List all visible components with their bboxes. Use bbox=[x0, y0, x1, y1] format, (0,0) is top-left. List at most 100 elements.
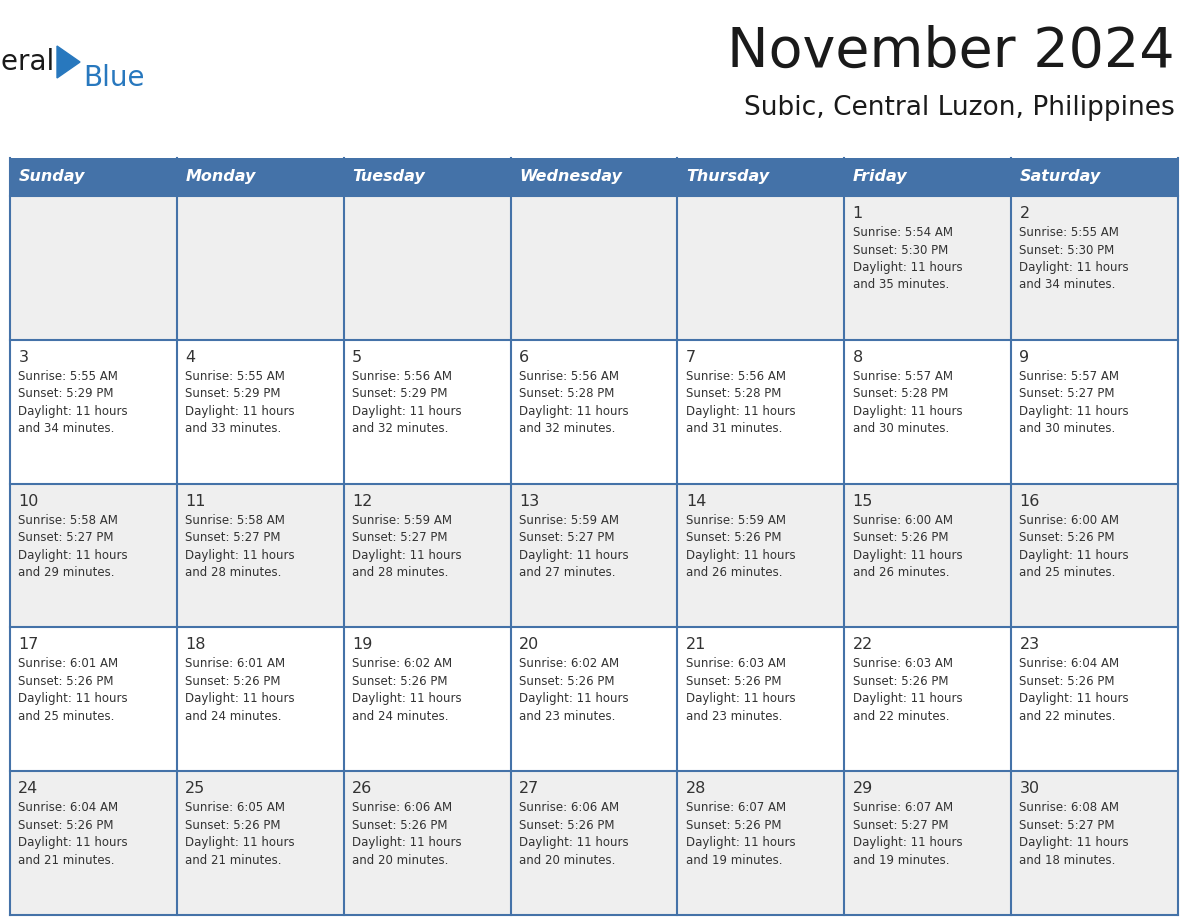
Text: Daylight: 11 hours: Daylight: 11 hours bbox=[1019, 405, 1129, 418]
Text: Sunset: 5:27 PM: Sunset: 5:27 PM bbox=[185, 532, 280, 544]
Bar bbox=[10, 771, 1178, 915]
Text: and 34 minutes.: and 34 minutes. bbox=[18, 422, 115, 435]
Text: Daylight: 11 hours: Daylight: 11 hours bbox=[185, 549, 295, 562]
Text: and 21 minutes.: and 21 minutes. bbox=[18, 854, 115, 867]
Text: Sunrise: 6:03 AM: Sunrise: 6:03 AM bbox=[685, 657, 785, 670]
Text: November 2024: November 2024 bbox=[727, 25, 1175, 79]
Text: Sunset: 5:29 PM: Sunset: 5:29 PM bbox=[185, 387, 280, 400]
Text: 17: 17 bbox=[18, 637, 39, 653]
Text: Sunset: 5:26 PM: Sunset: 5:26 PM bbox=[685, 532, 782, 544]
Text: Sunrise: 5:59 AM: Sunrise: 5:59 AM bbox=[519, 513, 619, 527]
Bar bbox=[677, 158, 845, 196]
Text: and 25 minutes.: and 25 minutes. bbox=[1019, 566, 1116, 579]
Text: Sunset: 5:26 PM: Sunset: 5:26 PM bbox=[685, 675, 782, 688]
Bar bbox=[177, 158, 343, 196]
Text: Sunrise: 5:55 AM: Sunrise: 5:55 AM bbox=[1019, 226, 1119, 239]
Text: 24: 24 bbox=[18, 781, 38, 796]
Text: Daylight: 11 hours: Daylight: 11 hours bbox=[853, 405, 962, 418]
Text: 20: 20 bbox=[519, 637, 539, 653]
Text: Sunrise: 5:56 AM: Sunrise: 5:56 AM bbox=[685, 370, 785, 383]
Text: Sunrise: 6:03 AM: Sunrise: 6:03 AM bbox=[853, 657, 953, 670]
Text: 18: 18 bbox=[185, 637, 206, 653]
Text: and 20 minutes.: and 20 minutes. bbox=[519, 854, 615, 867]
Text: Sunset: 5:26 PM: Sunset: 5:26 PM bbox=[1019, 532, 1116, 544]
Text: Daylight: 11 hours: Daylight: 11 hours bbox=[853, 836, 962, 849]
Text: Sunset: 5:26 PM: Sunset: 5:26 PM bbox=[853, 675, 948, 688]
Text: 3: 3 bbox=[18, 350, 29, 364]
Bar bbox=[10, 196, 1178, 340]
Text: Sunrise: 5:59 AM: Sunrise: 5:59 AM bbox=[352, 513, 453, 527]
Text: Sunset: 5:27 PM: Sunset: 5:27 PM bbox=[1019, 387, 1116, 400]
Text: and 22 minutes.: and 22 minutes. bbox=[853, 710, 949, 722]
Text: and 24 minutes.: and 24 minutes. bbox=[185, 710, 282, 722]
Text: Daylight: 11 hours: Daylight: 11 hours bbox=[18, 692, 128, 705]
Text: 14: 14 bbox=[685, 494, 706, 509]
Text: Sunrise: 6:06 AM: Sunrise: 6:06 AM bbox=[352, 801, 453, 814]
Text: Sunrise: 5:56 AM: Sunrise: 5:56 AM bbox=[352, 370, 453, 383]
Text: and 30 minutes.: and 30 minutes. bbox=[1019, 422, 1116, 435]
Text: Daylight: 11 hours: Daylight: 11 hours bbox=[853, 549, 962, 562]
Text: and 18 minutes.: and 18 minutes. bbox=[1019, 854, 1116, 867]
Text: Daylight: 11 hours: Daylight: 11 hours bbox=[352, 836, 462, 849]
Text: Daylight: 11 hours: Daylight: 11 hours bbox=[1019, 261, 1129, 274]
Bar bbox=[845, 158, 1011, 196]
Text: Sunset: 5:26 PM: Sunset: 5:26 PM bbox=[352, 819, 448, 832]
Text: 8: 8 bbox=[853, 350, 862, 364]
Text: 27: 27 bbox=[519, 781, 539, 796]
Text: and 19 minutes.: and 19 minutes. bbox=[685, 854, 782, 867]
Text: Sunrise: 5:58 AM: Sunrise: 5:58 AM bbox=[185, 513, 285, 527]
Text: Sunset: 5:26 PM: Sunset: 5:26 PM bbox=[352, 675, 448, 688]
Text: Daylight: 11 hours: Daylight: 11 hours bbox=[185, 405, 295, 418]
Text: and 23 minutes.: and 23 minutes. bbox=[519, 710, 615, 722]
Text: Sunset: 5:28 PM: Sunset: 5:28 PM bbox=[519, 387, 614, 400]
Text: and 32 minutes.: and 32 minutes. bbox=[352, 422, 448, 435]
Text: Daylight: 11 hours: Daylight: 11 hours bbox=[519, 405, 628, 418]
Text: Sunrise: 6:06 AM: Sunrise: 6:06 AM bbox=[519, 801, 619, 814]
Text: Sunrise: 6:08 AM: Sunrise: 6:08 AM bbox=[1019, 801, 1119, 814]
Text: 2: 2 bbox=[1019, 206, 1030, 221]
Text: Daylight: 11 hours: Daylight: 11 hours bbox=[685, 549, 796, 562]
Text: and 25 minutes.: and 25 minutes. bbox=[18, 710, 115, 722]
Text: 16: 16 bbox=[1019, 494, 1040, 509]
Text: 1: 1 bbox=[853, 206, 862, 221]
Text: Sunset: 5:30 PM: Sunset: 5:30 PM bbox=[853, 243, 948, 256]
Text: Sunset: 5:26 PM: Sunset: 5:26 PM bbox=[185, 819, 280, 832]
Text: Tuesday: Tuesday bbox=[352, 170, 425, 185]
Text: and 27 minutes.: and 27 minutes. bbox=[519, 566, 615, 579]
Text: Sunday: Sunday bbox=[18, 170, 84, 185]
Text: Sunrise: 6:02 AM: Sunrise: 6:02 AM bbox=[352, 657, 453, 670]
Text: Daylight: 11 hours: Daylight: 11 hours bbox=[18, 836, 128, 849]
Text: Daylight: 11 hours: Daylight: 11 hours bbox=[519, 549, 628, 562]
Text: Daylight: 11 hours: Daylight: 11 hours bbox=[685, 836, 796, 849]
Text: Sunset: 5:28 PM: Sunset: 5:28 PM bbox=[853, 387, 948, 400]
Bar bbox=[10, 340, 1178, 484]
Text: Sunset: 5:26 PM: Sunset: 5:26 PM bbox=[18, 675, 114, 688]
Text: 21: 21 bbox=[685, 637, 706, 653]
Text: Sunrise: 5:58 AM: Sunrise: 5:58 AM bbox=[18, 513, 119, 527]
Text: Sunrise: 6:07 AM: Sunrise: 6:07 AM bbox=[685, 801, 786, 814]
Text: Sunrise: 6:01 AM: Sunrise: 6:01 AM bbox=[185, 657, 285, 670]
Text: Sunset: 5:27 PM: Sunset: 5:27 PM bbox=[1019, 819, 1116, 832]
Text: and 28 minutes.: and 28 minutes. bbox=[185, 566, 282, 579]
Text: Sunrise: 5:57 AM: Sunrise: 5:57 AM bbox=[1019, 370, 1119, 383]
Text: Sunrise: 6:00 AM: Sunrise: 6:00 AM bbox=[1019, 513, 1119, 527]
Text: Sunset: 5:26 PM: Sunset: 5:26 PM bbox=[519, 819, 614, 832]
Text: 22: 22 bbox=[853, 637, 873, 653]
Text: Daylight: 11 hours: Daylight: 11 hours bbox=[853, 692, 962, 705]
Bar bbox=[10, 627, 1178, 771]
Text: and 32 minutes.: and 32 minutes. bbox=[519, 422, 615, 435]
Bar bbox=[10, 484, 1178, 627]
Text: Daylight: 11 hours: Daylight: 11 hours bbox=[519, 692, 628, 705]
Text: Sunrise: 6:07 AM: Sunrise: 6:07 AM bbox=[853, 801, 953, 814]
Text: Daylight: 11 hours: Daylight: 11 hours bbox=[853, 261, 962, 274]
Text: Sunset: 5:26 PM: Sunset: 5:26 PM bbox=[185, 675, 280, 688]
Text: Sunrise: 6:00 AM: Sunrise: 6:00 AM bbox=[853, 513, 953, 527]
Text: Daylight: 11 hours: Daylight: 11 hours bbox=[1019, 692, 1129, 705]
Text: 4: 4 bbox=[185, 350, 195, 364]
Text: and 31 minutes.: and 31 minutes. bbox=[685, 422, 782, 435]
Text: Sunset: 5:27 PM: Sunset: 5:27 PM bbox=[352, 532, 448, 544]
Text: 11: 11 bbox=[185, 494, 206, 509]
Text: Sunset: 5:26 PM: Sunset: 5:26 PM bbox=[1019, 675, 1116, 688]
Text: and 34 minutes.: and 34 minutes. bbox=[1019, 278, 1116, 292]
Text: Sunrise: 5:55 AM: Sunrise: 5:55 AM bbox=[18, 370, 119, 383]
